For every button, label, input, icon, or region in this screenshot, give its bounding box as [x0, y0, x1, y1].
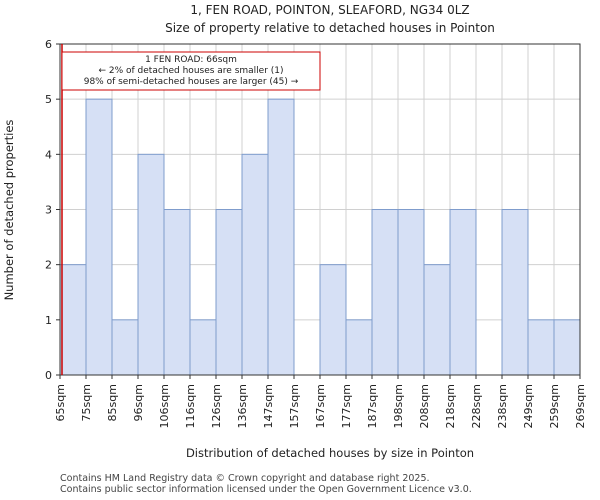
x-tick-label: 75sqm: [80, 384, 93, 421]
annotation-line-1: 1 FEN ROAD: 66sqm: [145, 55, 237, 65]
y-tick-label: 0: [45, 369, 52, 382]
x-tick-label: 96sqm: [132, 384, 145, 421]
x-tick-label: 177sqm: [340, 384, 353, 428]
bar: [553, 319, 581, 376]
bar: [111, 319, 139, 376]
annotation-box: 1 FEN ROAD: 66sqm ← 2% of detached house…: [61, 51, 321, 91]
x-axis-label: Distribution of detached houses by size …: [186, 446, 474, 460]
x-tick-label: 106sqm: [158, 384, 171, 428]
bar: [449, 209, 477, 376]
x-tick-label: 136sqm: [236, 384, 249, 428]
bar: [59, 264, 87, 376]
bar: [137, 153, 165, 376]
bar: [345, 319, 373, 376]
x-tick-label: 157sqm: [288, 384, 301, 428]
bar: [423, 264, 451, 376]
footer-attribution-1: Contains HM Land Registry data © Crown c…: [60, 473, 430, 484]
x-tick-label: 198sqm: [392, 384, 405, 428]
y-axis-label: Number of detached properties: [2, 120, 16, 301]
bar: [215, 209, 243, 376]
bar: [85, 98, 113, 376]
y-tick-label: 4: [45, 148, 52, 161]
y-tick-label: 6: [45, 38, 52, 51]
x-tick-label: 228sqm: [470, 384, 483, 428]
x-tick-label: 269sqm: [574, 384, 587, 428]
chart-subtitle: Size of property relative to detached ho…: [165, 21, 495, 35]
bar: [527, 319, 555, 376]
x-tick-label: 187sqm: [366, 384, 379, 428]
x-tick-label: 167sqm: [314, 384, 327, 428]
x-tick-label: 85sqm: [106, 384, 119, 421]
x-tick-label: 218sqm: [444, 384, 457, 428]
bar: [501, 209, 529, 376]
bar: [163, 209, 191, 376]
annotation-line-3: 98% of semi-detached houses are larger (…: [84, 77, 299, 87]
y-tick-label: 1: [45, 314, 52, 327]
x-tick-label: 65sqm: [54, 384, 67, 421]
bar: [319, 264, 347, 376]
y-tick-label: 2: [45, 259, 52, 272]
annotation-line-2: ← 2% of detached houses are smaller (1): [98, 66, 283, 76]
annotation-frame: [61, 51, 321, 91]
chart-title: 1, FEN ROAD, POINTON, SLEAFORD, NG34 0LZ: [190, 3, 469, 17]
x-tick-label: 238sqm: [496, 384, 509, 428]
x-tick-label: 126sqm: [210, 384, 223, 428]
footer-attribution-2: Contains public sector information licen…: [60, 484, 472, 495]
x-tick-label: 259sqm: [548, 384, 561, 428]
x-tick-label: 116sqm: [184, 384, 197, 428]
x-tick-label: 208sqm: [418, 384, 431, 428]
bar: [397, 209, 425, 376]
bar: [267, 98, 295, 376]
bar: [189, 319, 217, 376]
x-tick-label: 147sqm: [262, 384, 275, 428]
bar: [241, 153, 269, 376]
y-tick-label: 5: [45, 93, 52, 106]
y-tick-label: 3: [45, 204, 52, 217]
x-tick-label: 249sqm: [522, 384, 535, 428]
bar: [371, 209, 399, 376]
